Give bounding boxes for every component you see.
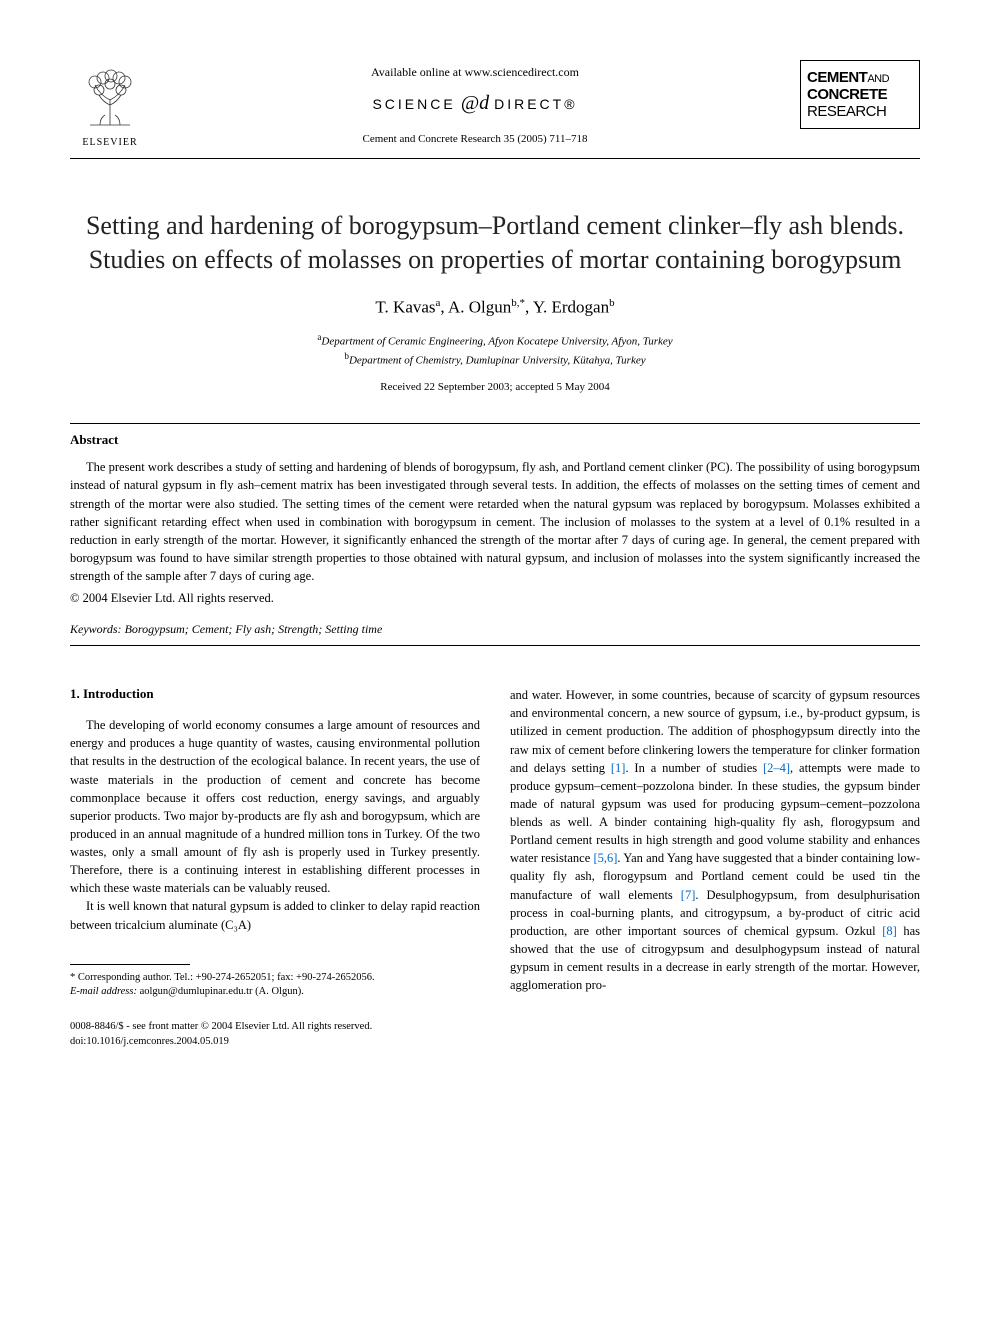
article-title: Setting and hardening of borogypsum–Port… <box>70 209 920 277</box>
email-address: aolgun@dumlupinar.edu.tr (A. Olgun). <box>140 986 304 997</box>
jl-research: RESEARCH <box>807 103 913 120</box>
author-3-sup: b <box>609 297 615 309</box>
intro-text-right: and water. However, in some countries, b… <box>510 686 920 994</box>
corr-author: * Corresponding author. Tel.: +90-274-26… <box>70 971 480 986</box>
right-column: and water. However, in some countries, b… <box>510 686 920 1000</box>
doi-line: doi:10.1016/j.cemconres.2004.05.019 <box>70 1035 920 1050</box>
sd-post: DIRECT® <box>494 96 577 112</box>
left-column: 1. Introduction The developing of world … <box>70 686 480 1000</box>
jl-cement: CEMENT <box>807 69 867 86</box>
intro-text-left: The developing of world economy consumes… <box>70 716 480 934</box>
ref-2-4[interactable]: [2–4] <box>763 761 790 775</box>
author-2-sup: b,* <box>511 297 525 309</box>
abstract-text: The present work describes a study of se… <box>70 458 920 585</box>
author-2: A. Olgun <box>448 297 511 316</box>
footnote-separator <box>70 964 190 965</box>
authors: T. Kavasa, A. Olgunb,*, Y. Erdoganb <box>70 297 920 318</box>
c2-c: , attempts were made to produce gypsum–c… <box>510 761 920 866</box>
intro-p2: It is well known that natural gypsum is … <box>70 897 480 933</box>
page-footer: 0008-8846/$ - see front matter © 2004 El… <box>70 1020 920 1049</box>
issn-line: 0008-8846/$ - see front matter © 2004 El… <box>70 1020 920 1035</box>
jl-concrete: CONCRETE <box>807 86 913 103</box>
journal-logo: CEMENTAND CONCRETE RESEARCH <box>800 60 920 129</box>
intro-p1: The developing of world economy consumes… <box>70 716 480 897</box>
available-online-text: Available online at www.sciencedirect.co… <box>150 65 800 80</box>
ref-7[interactable]: [7] <box>681 888 696 902</box>
elsevier-tree-icon <box>75 60 145 130</box>
ref-1[interactable]: [1] <box>611 761 626 775</box>
abstract-bottom-rule <box>70 645 920 646</box>
aff-a: Department of Ceramic Engineering, Afyon… <box>321 336 672 348</box>
ref-8[interactable]: [8] <box>882 924 897 938</box>
affiliations: aDepartment of Ceramic Engineering, Afyo… <box>70 331 920 369</box>
abstract-top-rule <box>70 423 920 424</box>
article-dates: Received 22 September 2003; accepted 5 M… <box>70 381 920 393</box>
body-columns: 1. Introduction The developing of world … <box>70 686 920 1000</box>
ref-5-6[interactable]: [5,6] <box>593 851 617 865</box>
c2-b: . In a number of studies <box>625 761 763 775</box>
sd-at-icon: @d <box>456 92 494 114</box>
author-3: Y. Erdogan <box>533 297 609 316</box>
elsevier-label: ELSEVIER <box>70 137 150 148</box>
elsevier-logo: ELSEVIER <box>70 60 150 148</box>
center-header: Available online at www.sciencedirect.co… <box>150 60 800 145</box>
header-rule <box>70 158 920 159</box>
section-1-heading: 1. Introduction <box>70 686 480 702</box>
author-1: T. Kavas <box>375 297 435 316</box>
keywords-label: Keywords: <box>70 622 122 636</box>
jl-and: AND <box>867 73 889 85</box>
keywords-text: Borogypsum; Cement; Fly ash; Strength; S… <box>125 622 383 636</box>
corresponding-author-footnote: * Corresponding author. Tel.: +90-274-26… <box>70 971 480 1000</box>
journal-reference: Cement and Concrete Research 35 (2005) 7… <box>150 133 800 145</box>
keywords: Keywords: Borogypsum; Cement; Fly ash; S… <box>70 622 920 637</box>
sd-pre: SCIENCE <box>372 96 455 112</box>
author-1-sup: a <box>436 297 441 309</box>
page-header: ELSEVIER Available online at www.science… <box>70 60 920 148</box>
email-label: E-mail address: <box>70 986 137 997</box>
aff-b: Department of Chemistry, Dumlupinar Univ… <box>349 355 646 367</box>
abstract-body: The present work describes a study of se… <box>70 460 920 583</box>
abstract-copyright: © 2004 Elsevier Ltd. All rights reserved… <box>70 591 920 606</box>
science-direct-logo: SCIENCE @d DIRECT® <box>150 92 800 115</box>
abstract-heading: Abstract <box>70 432 920 448</box>
